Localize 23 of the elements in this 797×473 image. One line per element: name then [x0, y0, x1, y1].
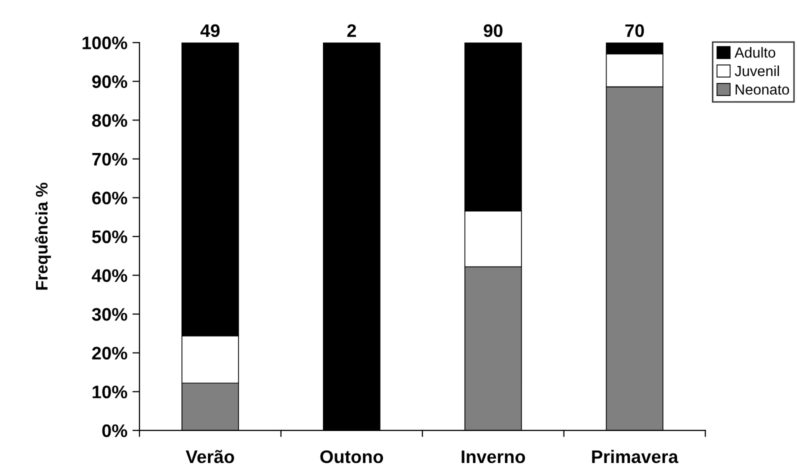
- annotation: 49: [200, 24, 220, 38]
- y-tick-label: 50%: [92, 230, 128, 244]
- y-tick-label: 80%: [92, 114, 128, 127]
- annotation: 90: [484, 24, 502, 38]
- y-tick-label: 30%: [92, 308, 128, 321]
- y-tick-label: 100%: [82, 36, 128, 50]
- y-tick-label: 90%: [92, 75, 128, 88]
- y-axis-title: Frequência %: [35, 182, 51, 290]
- annotation: 2: [347, 24, 356, 37]
- y-tick-label: 10%: [92, 386, 128, 398]
- x-tick-label: Primavera: [592, 450, 678, 464]
- x-tick-label: Inverno: [462, 450, 526, 464]
- y-tick-label: 20%: [92, 346, 128, 360]
- y-tick-label: 0%: [102, 424, 128, 438]
- y-tick-label: 40%: [92, 269, 128, 282]
- y-tick-label: 70%: [92, 152, 128, 166]
- y-tick-label: 60%: [92, 192, 128, 204]
- legend-label: Adulto: [734, 46, 776, 58]
- legend-label: Neonato: [736, 84, 790, 95]
- x-tick-label: Outono: [320, 450, 384, 464]
- annotation: 70: [625, 24, 644, 38]
- legend-label: Juvenil: [734, 65, 779, 76]
- x-tick-label: Verão: [186, 450, 234, 464]
